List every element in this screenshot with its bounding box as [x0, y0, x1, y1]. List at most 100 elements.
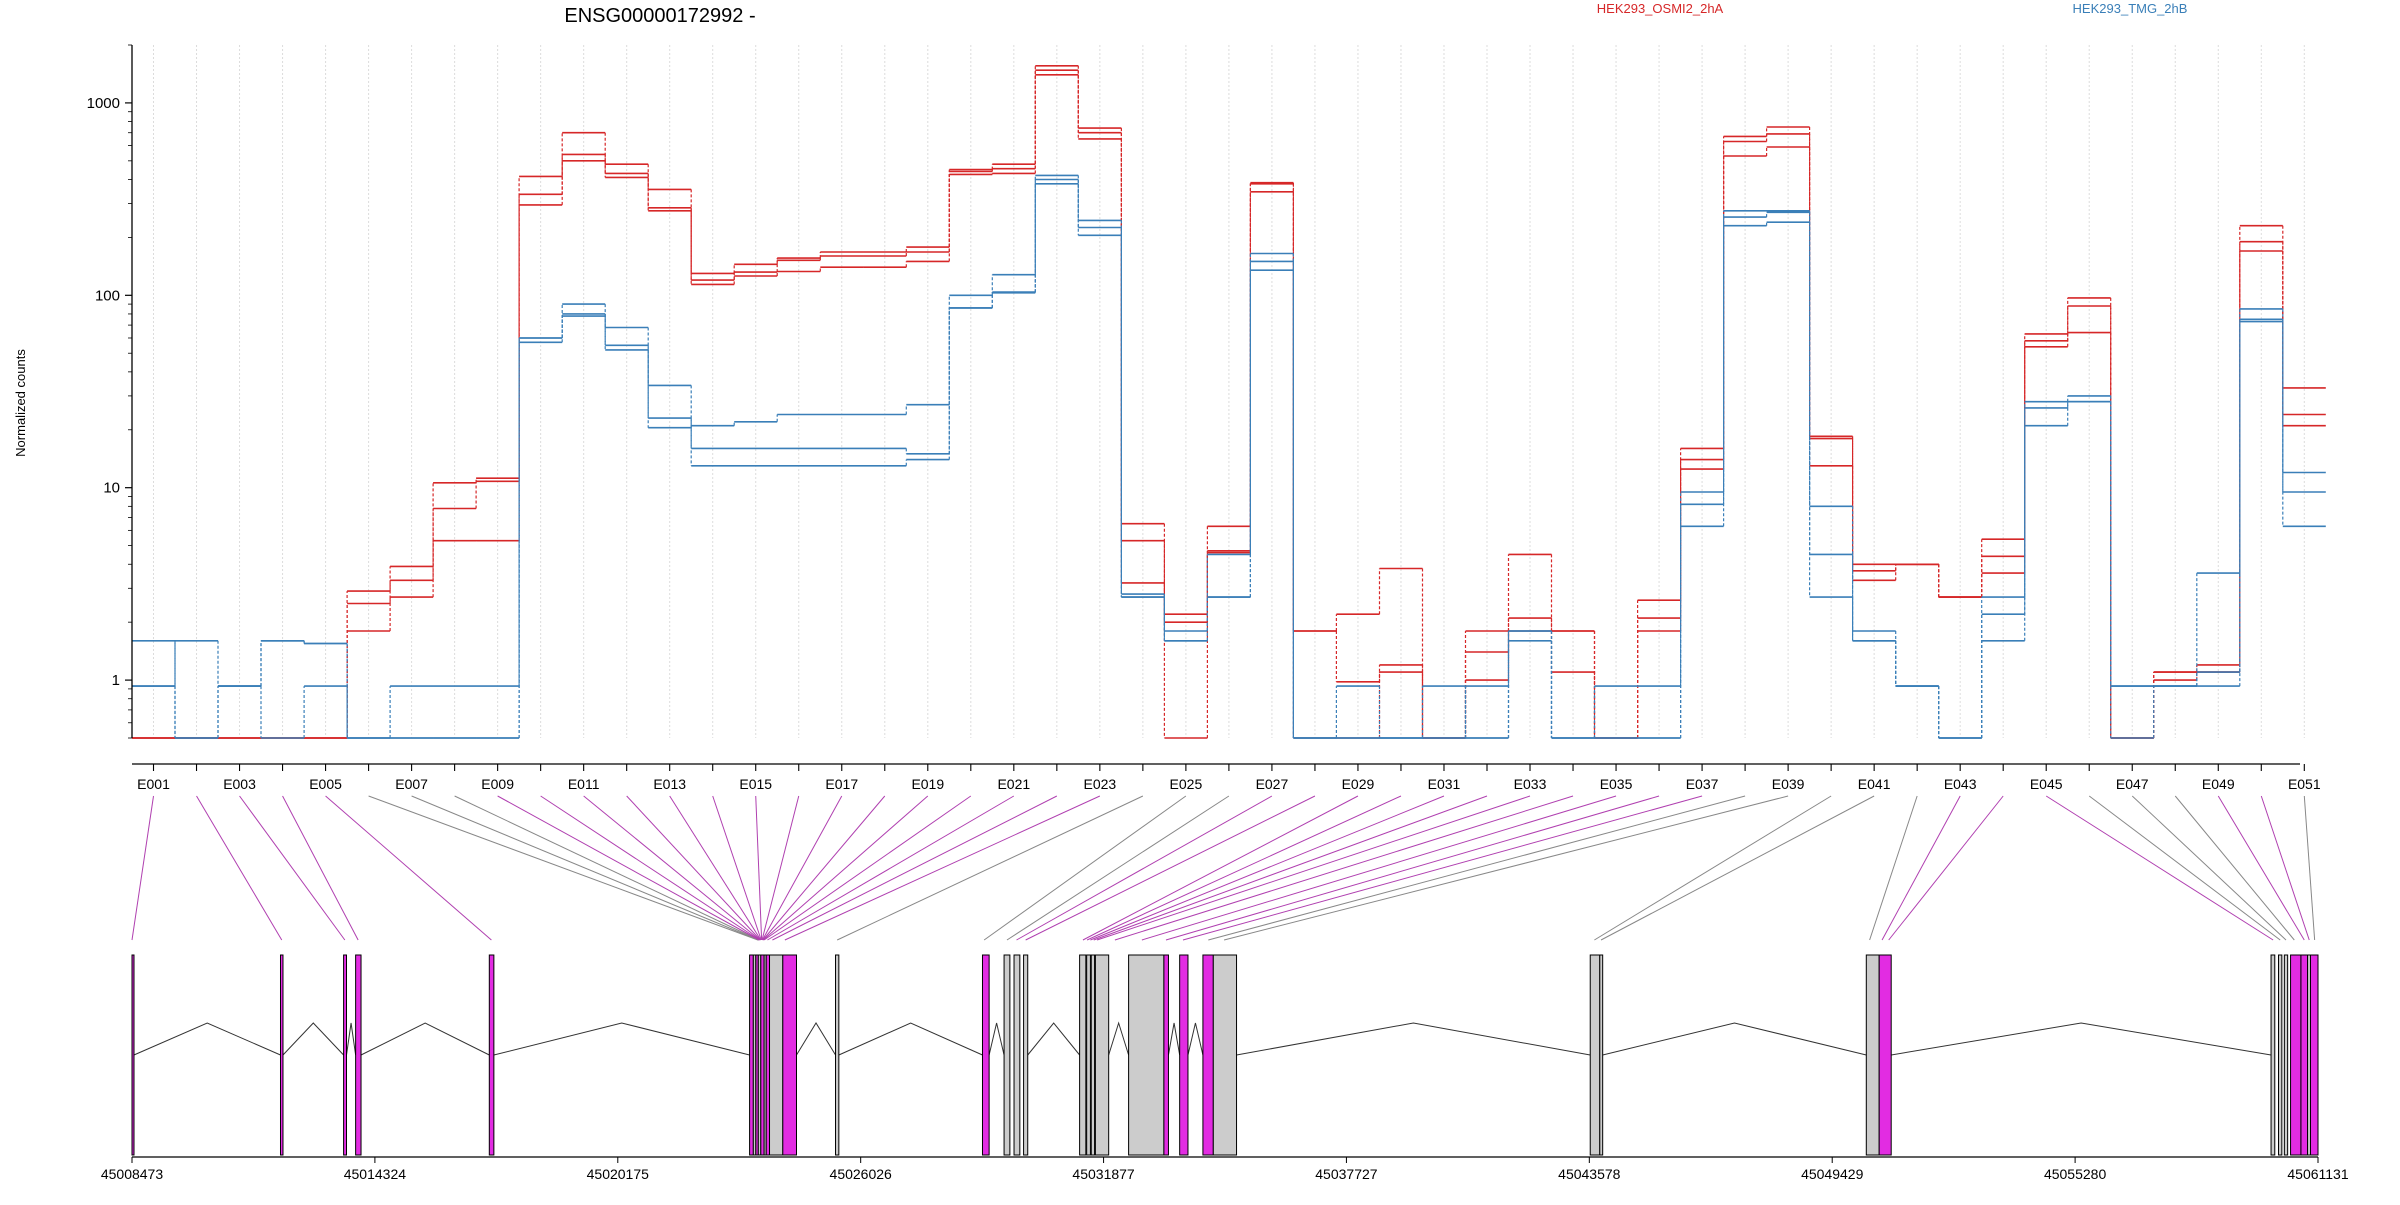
connector-line [2088, 795, 2281, 941]
x-tick-label: E027 [1256, 776, 1289, 792]
connector-line [1223, 795, 1789, 941]
exon-block [1128, 954, 1165, 1156]
connector-line [784, 795, 1101, 941]
connector-line [282, 795, 359, 941]
exon-block [1878, 954, 1892, 1156]
genomic-tick-label: 45061131 [2287, 1166, 2348, 1182]
x-tick-label: E041 [1858, 776, 1891, 792]
exon-block [355, 954, 362, 1156]
connector-layer [131, 795, 2316, 941]
connector-line [1888, 795, 2004, 941]
x-tick-label: E021 [997, 776, 1030, 792]
y-tick-label: 1 [112, 672, 120, 689]
connector-line [540, 795, 760, 941]
intron-line [1027, 1022, 1081, 1056]
exon-block [1163, 954, 1169, 1156]
exon-block [769, 954, 784, 1156]
connector-line [1016, 795, 1273, 941]
connector-line [1114, 795, 1574, 941]
connector-line [368, 795, 759, 941]
exon-block [1090, 954, 1096, 1156]
exon-block [1599, 954, 1604, 1156]
intron-line [1187, 1022, 1204, 1056]
exon-block [1179, 954, 1189, 1156]
connector-line [1006, 795, 1230, 941]
exon-block [131, 954, 135, 1156]
connector-line [626, 795, 761, 941]
y-tick-label: 1000 [87, 95, 120, 112]
x-tick-label: E009 [481, 776, 514, 792]
exon-block [1202, 954, 1214, 1156]
connector-line [1208, 795, 1746, 941]
connector-line [196, 795, 283, 941]
exon-block [343, 954, 347, 1156]
exon-block [1212, 954, 1238, 1156]
connector-line [583, 795, 761, 941]
intron-line [1602, 1022, 1867, 1056]
exon-block [1094, 954, 1110, 1156]
intron-line [1891, 1022, 2272, 1056]
connector-line [2260, 795, 2310, 941]
connector-line [763, 795, 972, 941]
x-tick-label: E035 [1600, 776, 1633, 792]
intron-line [1108, 1021, 1130, 1056]
exon-block [782, 954, 798, 1156]
connector-line [712, 795, 762, 941]
x-tick-label: E045 [2030, 776, 2063, 792]
connector-line [669, 795, 762, 941]
x-tick-label: E003 [223, 776, 256, 792]
grid-layer [153, 45, 2305, 738]
x-tick-label: E019 [911, 776, 944, 792]
x-tick-label: E007 [395, 776, 428, 792]
connector-line [131, 795, 155, 941]
x-tick-label: E017 [825, 776, 858, 792]
intron-line [1167, 1022, 1181, 1056]
exon-block [835, 954, 840, 1156]
intron-line [360, 1022, 490, 1056]
connector-line [762, 795, 843, 941]
x-tick-label: E047 [2116, 776, 2149, 792]
intron-line [133, 1022, 281, 1056]
connector-line [761, 795, 800, 941]
x-tick-label: E051 [2288, 776, 2321, 792]
connector-line [1594, 795, 1832, 941]
connector-line [2045, 795, 2274, 941]
y-tick-label: 100 [95, 287, 120, 304]
exon-block [2278, 954, 2283, 1156]
genomic-tick-label: 45020175 [587, 1166, 650, 1182]
intron-line [282, 1022, 344, 1056]
x-tick-label: E015 [739, 776, 772, 792]
connector-line [2217, 795, 2305, 941]
connector-line [1165, 795, 1660, 941]
x-tick-label: E033 [1514, 776, 1547, 792]
x-tick-label: E013 [653, 776, 686, 792]
exon-block [1079, 954, 1087, 1156]
connector-line [1881, 795, 1961, 941]
x-tick-label: E039 [1772, 776, 1805, 792]
intron-line [346, 1022, 357, 1056]
exon-block [981, 954, 990, 1156]
series-plateaus [132, 183, 2326, 739]
genomic-tick-label: 45049429 [1801, 1166, 1864, 1182]
gene-model-layer: 45008473 45014324 45020175 45026026 45031877… [101, 954, 2349, 1182]
connector-line [1141, 795, 1617, 941]
connector-line [497, 795, 760, 941]
connector-line [1093, 795, 1488, 941]
intron-line [988, 1022, 1005, 1056]
y-tick-label: 10 [103, 480, 120, 497]
connector-line [762, 795, 886, 941]
genomic-tick-label: 45026026 [830, 1166, 893, 1182]
exon-block [1086, 954, 1091, 1156]
connector-line [767, 795, 1015, 941]
connector-line [1086, 795, 1402, 941]
connector-line [1082, 795, 1359, 941]
axis-layer: 1 10 100 1000 E001 E003 E005 E007 E009 E011 E013 E0… [87, 44, 2321, 792]
genomic-tick-label: 45055280 [2044, 1166, 2107, 1182]
exon-block [279, 954, 284, 1156]
intron-line [493, 1022, 750, 1056]
exon-block [2270, 954, 2276, 1156]
exon-block [1589, 954, 1601, 1156]
series-layer [132, 65, 2326, 739]
